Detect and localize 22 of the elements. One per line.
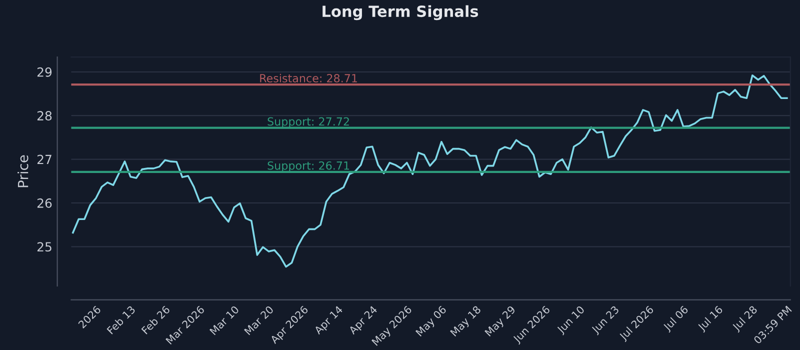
x-tick-label: Feb 13 bbox=[106, 305, 136, 334]
ref-line-label: Resistance: 28.71 bbox=[260, 74, 357, 82]
x-tick-label: Jul 28 bbox=[731, 305, 759, 333]
x-tick-label: Apr 14 bbox=[314, 305, 345, 336]
x-tick-label: Jul 06 bbox=[662, 305, 690, 333]
x-tick-label: Mar 10 bbox=[209, 305, 240, 336]
y-tick-label: 26 bbox=[37, 198, 52, 208]
ref-line-label: Support: 26.71 bbox=[268, 161, 350, 172]
y-tick-label: 27 bbox=[37, 154, 52, 164]
y-tick-label: 29 bbox=[37, 67, 52, 77]
ref-line-label: Support: 27.72 bbox=[268, 117, 349, 128]
line-series bbox=[72, 74, 788, 268]
y-axis-title: Price bbox=[18, 155, 28, 188]
x-tick-label: Jul 16 bbox=[696, 305, 724, 333]
x-tick-label: Mar 20 bbox=[244, 305, 274, 336]
x-tick-label: Jun 23 bbox=[590, 305, 621, 336]
x-tick-label: Jun 10 bbox=[556, 305, 586, 336]
chart-title: Long Term Signals bbox=[322, 5, 478, 20]
x-tick-label: Feb 26 bbox=[141, 305, 170, 334]
y-tick-label: 28 bbox=[37, 111, 52, 121]
y-tick-label: 25 bbox=[37, 242, 52, 252]
x-tick-label: Apr 24 bbox=[348, 305, 380, 336]
